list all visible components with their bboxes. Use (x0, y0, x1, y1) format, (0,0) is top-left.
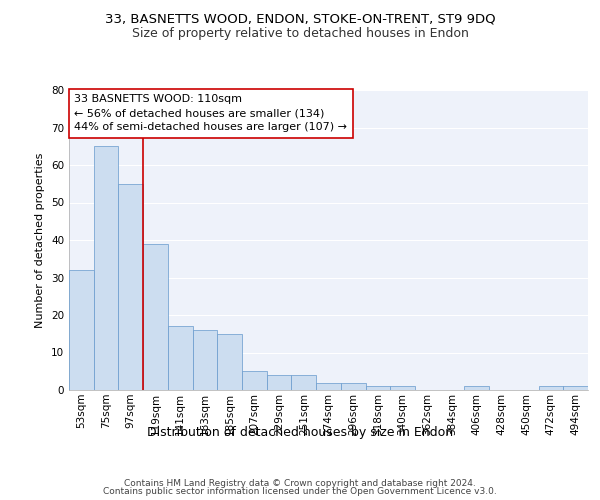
Bar (217, 334, 242, 390)
Bar (539, 386, 563, 390)
Text: Distribution of detached houses by size in Endon: Distribution of detached houses by size … (147, 426, 453, 439)
Bar (341, 382, 365, 390)
Bar (292, 375, 316, 390)
Text: 33, BASNETTS WOOD, ENDON, STOKE-ON-TRENT, ST9 9DQ: 33, BASNETTS WOOD, ENDON, STOKE-ON-TRENT… (104, 12, 496, 26)
Bar (563, 386, 588, 390)
Text: 33 BASNETTS WOOD: 110sqm
← 56% of detached houses are smaller (134)
44% of semi-: 33 BASNETTS WOOD: 110sqm ← 56% of detach… (74, 94, 347, 132)
Bar (464, 386, 489, 390)
Bar (69, 270, 94, 390)
Text: Contains HM Land Registry data © Crown copyright and database right 2024.: Contains HM Land Registry data © Crown c… (124, 478, 476, 488)
Bar (316, 382, 341, 390)
Text: Size of property relative to detached houses in Endon: Size of property relative to detached ho… (131, 28, 469, 40)
Bar (390, 386, 415, 390)
Bar (118, 184, 143, 390)
Bar (94, 146, 118, 390)
Bar (365, 386, 390, 390)
Text: Contains public sector information licensed under the Open Government Licence v3: Contains public sector information licen… (103, 487, 497, 496)
Bar (168, 326, 193, 390)
Bar (242, 371, 267, 390)
Y-axis label: Number of detached properties: Number of detached properties (35, 152, 46, 328)
Bar (193, 330, 217, 390)
Bar (267, 375, 292, 390)
Bar (143, 244, 168, 390)
